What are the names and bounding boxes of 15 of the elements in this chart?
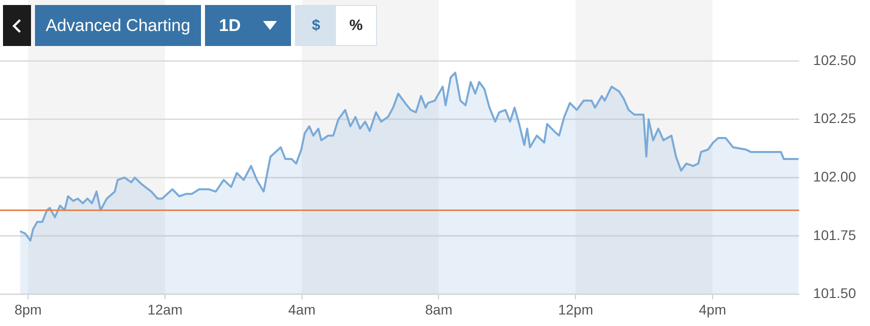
text: 1D xyxy=(219,16,241,36)
x-tick-label: 12am xyxy=(147,301,182,318)
y-tick-label: 102.00 xyxy=(813,168,856,184)
y-tick-label: 101.50 xyxy=(813,285,856,302)
text: Advanced Charting xyxy=(35,5,201,46)
x-tick-label: 4am xyxy=(288,301,316,318)
y-tick-label: 102.50 xyxy=(813,52,856,68)
x-tick-label: 4pm xyxy=(698,301,726,318)
x-tick-label: 12pm xyxy=(558,301,594,318)
text: % xyxy=(336,6,376,45)
y-tick-label: 101.75 xyxy=(813,226,856,243)
y-tick-label: 102.25 xyxy=(813,110,856,126)
x-tick-label: 8pm xyxy=(14,301,42,318)
x-tick-label: 8am xyxy=(425,301,452,318)
text: $ xyxy=(296,6,336,45)
